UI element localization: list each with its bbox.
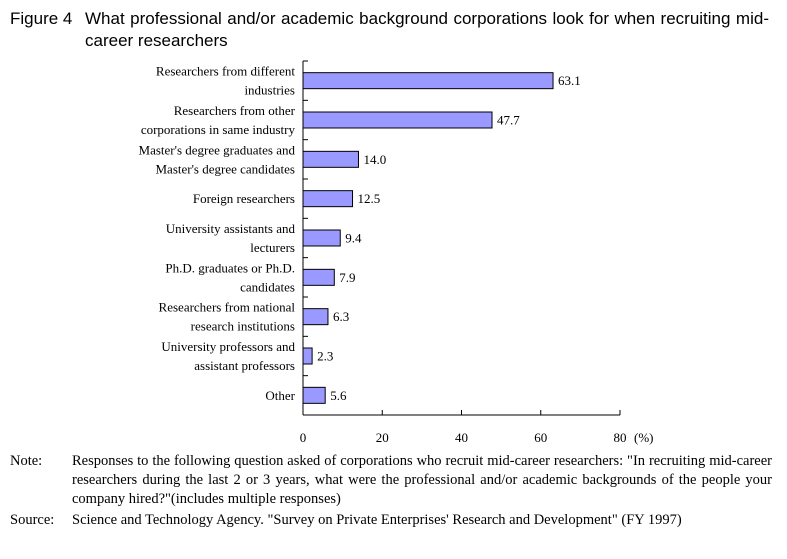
bar xyxy=(302,268,335,286)
notes-block: Note: Responses to the following questio… xyxy=(10,452,772,532)
category-label: Master's degree candidates xyxy=(155,161,295,176)
source-key: Source: xyxy=(10,512,55,528)
category-label: Researchers from different xyxy=(156,64,295,79)
category-label: University assistants and xyxy=(166,221,296,236)
category-label: candidates xyxy=(240,279,295,294)
category-label: Researchers from other xyxy=(174,103,296,118)
bar-value-label: 2.3 xyxy=(317,349,333,364)
x-tick-label: 0 xyxy=(300,430,307,445)
bar-value-label: 5.6 xyxy=(330,388,347,403)
x-unit-label: (%) xyxy=(634,430,654,445)
category-label: Other xyxy=(265,388,295,403)
category-label: Foreign researchers xyxy=(193,191,295,206)
bar xyxy=(302,386,326,404)
category-label: lecturers xyxy=(250,240,295,255)
bar xyxy=(302,347,313,365)
bar xyxy=(302,150,359,168)
category-label: University professors and xyxy=(161,339,295,354)
bar xyxy=(302,72,554,90)
category-label: assistant professors xyxy=(194,358,295,373)
x-tick-label: 80 xyxy=(614,430,627,445)
bar-value-label: 12.5 xyxy=(358,191,381,206)
bar-value-label: 7.9 xyxy=(339,270,355,285)
category-label: corporations in same industry xyxy=(141,122,296,137)
figure-title: What professional and/or academic backgr… xyxy=(85,9,769,50)
bar xyxy=(302,111,493,129)
bar-value-label: 14.0 xyxy=(363,152,386,167)
category-label: Researchers from national xyxy=(159,300,296,315)
category-label: industries xyxy=(244,83,295,98)
bar-value-label: 6.3 xyxy=(333,309,349,324)
note-text: Responses to the following question aske… xyxy=(72,453,772,507)
source-row: Source: Science and Technology Agency. "… xyxy=(10,511,772,530)
figure-label: Figure 4 xyxy=(10,9,73,28)
bar-value-label: 9.4 xyxy=(345,231,362,246)
bar-value-label: 47.7 xyxy=(497,113,520,128)
x-tick-label: 60 xyxy=(534,430,547,445)
bar xyxy=(302,190,354,208)
bar xyxy=(302,229,341,247)
category-label: Ph.D. graduates or Ph.D. xyxy=(165,260,295,275)
x-tick-label: 20 xyxy=(376,430,389,445)
note-key: Note: xyxy=(10,453,43,469)
note-row: Note: Responses to the following questio… xyxy=(10,452,772,509)
bar-value-label: 63.1 xyxy=(558,73,581,88)
bar xyxy=(302,308,329,326)
category-label: research institutions xyxy=(191,319,295,334)
source-text: Science and Technology Agency. "Survey o… xyxy=(72,512,682,528)
x-tick-label: 40 xyxy=(455,430,468,445)
category-label: Master's degree graduates and xyxy=(139,142,296,157)
